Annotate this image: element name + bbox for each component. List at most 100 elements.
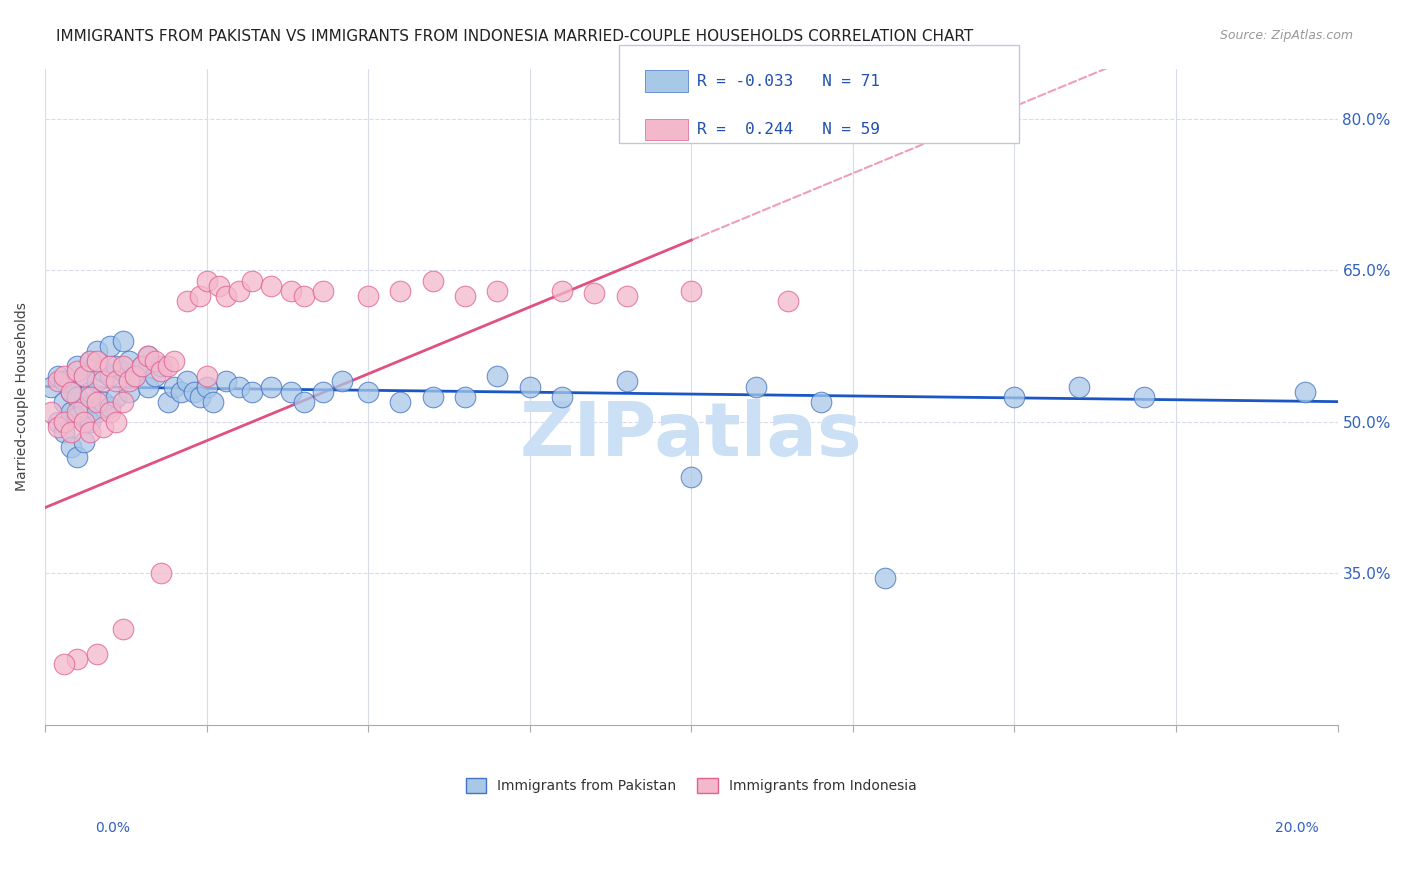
Text: R =  0.244   N = 59: R = 0.244 N = 59 <box>697 122 880 136</box>
Point <box>312 284 335 298</box>
Point <box>138 349 160 363</box>
Point <box>73 435 96 450</box>
Point <box>150 364 173 378</box>
Point <box>118 375 141 389</box>
Point <box>312 384 335 399</box>
Point <box>66 364 89 378</box>
Y-axis label: Married-couple Households: Married-couple Households <box>15 302 30 491</box>
Point <box>208 278 231 293</box>
Point <box>66 359 89 374</box>
Point <box>79 354 101 368</box>
Point <box>292 394 315 409</box>
Point <box>79 390 101 404</box>
Point <box>583 285 606 300</box>
Point <box>228 379 250 393</box>
Point <box>53 369 76 384</box>
Point <box>41 379 63 393</box>
Point <box>150 566 173 581</box>
Point <box>98 359 121 374</box>
Point <box>138 349 160 363</box>
Point <box>156 394 179 409</box>
Point <box>59 425 82 439</box>
Point <box>66 409 89 424</box>
Text: 20.0%: 20.0% <box>1275 821 1319 835</box>
Point <box>163 379 186 393</box>
Point <box>215 288 238 302</box>
Text: 0.0%: 0.0% <box>96 821 131 835</box>
Point <box>79 384 101 399</box>
Point <box>681 470 703 484</box>
Point <box>1294 384 1316 399</box>
Point <box>105 359 128 374</box>
Point <box>46 420 69 434</box>
Point <box>46 369 69 384</box>
Point <box>131 359 153 374</box>
Point <box>519 379 541 393</box>
Point <box>260 379 283 393</box>
Point <box>111 364 134 378</box>
Point <box>215 375 238 389</box>
Point <box>228 284 250 298</box>
Point <box>280 384 302 399</box>
Point <box>422 273 444 287</box>
Point <box>111 394 134 409</box>
Point <box>86 647 108 661</box>
Point <box>111 622 134 636</box>
Point <box>195 369 218 384</box>
Point <box>616 375 638 389</box>
Point <box>681 284 703 298</box>
Point <box>240 384 263 399</box>
Point <box>150 359 173 374</box>
Point <box>91 420 114 434</box>
Point <box>41 405 63 419</box>
Text: ZIPatlas: ZIPatlas <box>520 400 863 473</box>
Point <box>778 293 800 308</box>
Point <box>188 288 211 302</box>
Point <box>53 415 76 429</box>
Point <box>59 384 82 399</box>
Point <box>1069 379 1091 393</box>
Point <box>86 375 108 389</box>
Point <box>170 384 193 399</box>
Point <box>124 369 146 384</box>
Point <box>240 273 263 287</box>
Point <box>105 390 128 404</box>
Point <box>91 375 114 389</box>
Point <box>138 379 160 393</box>
Point <box>195 273 218 287</box>
Point <box>73 415 96 429</box>
Text: IMMIGRANTS FROM PAKISTAN VS IMMIGRANTS FROM INDONESIA MARRIED-COUPLE HOUSEHOLDS : IMMIGRANTS FROM PAKISTAN VS IMMIGRANTS F… <box>56 29 973 44</box>
Point <box>292 288 315 302</box>
Point <box>46 375 69 389</box>
Point <box>131 359 153 374</box>
Point <box>486 369 509 384</box>
Point <box>98 369 121 384</box>
Point <box>66 652 89 666</box>
Point <box>91 364 114 378</box>
Point <box>195 379 218 393</box>
Point <box>551 390 574 404</box>
Point <box>330 375 353 389</box>
Point <box>188 390 211 404</box>
Point <box>454 390 477 404</box>
Point <box>875 571 897 585</box>
Point <box>124 369 146 384</box>
Point <box>79 425 101 439</box>
Point <box>202 394 225 409</box>
Point <box>53 375 76 389</box>
Point <box>66 390 89 404</box>
Point <box>176 375 198 389</box>
Point <box>66 405 89 419</box>
Text: Source: ZipAtlas.com: Source: ZipAtlas.com <box>1219 29 1353 42</box>
Point <box>53 394 76 409</box>
Point <box>260 278 283 293</box>
Point <box>551 284 574 298</box>
Point <box>118 354 141 368</box>
Point <box>73 369 96 384</box>
Point <box>66 450 89 465</box>
Point <box>183 384 205 399</box>
Point <box>810 394 832 409</box>
Point <box>79 415 101 429</box>
Point <box>46 415 69 429</box>
Point <box>118 384 141 399</box>
